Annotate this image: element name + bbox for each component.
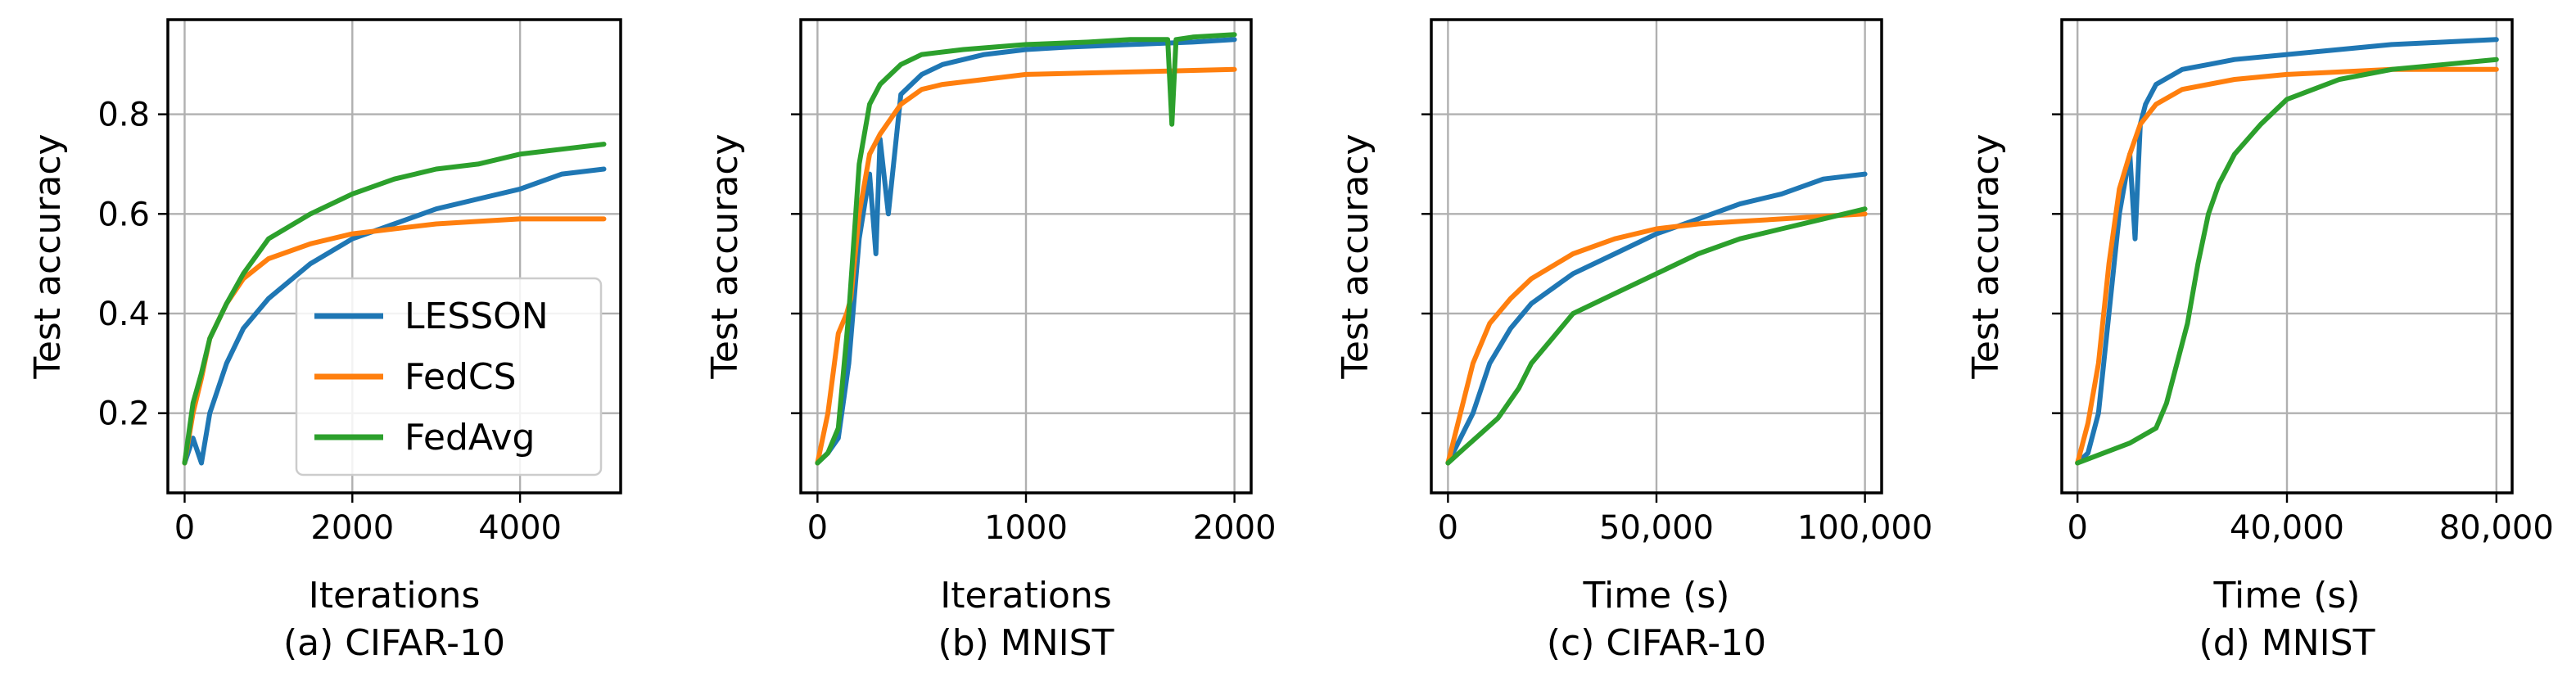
x-axis-label: Iterations xyxy=(309,575,481,616)
x-tick-label: 40,000 xyxy=(2230,509,2344,547)
x-axis-label: Time (s) xyxy=(1583,575,1730,616)
panel-caption: (b) MNIST xyxy=(938,622,1114,664)
y-tick-label: 0.6 xyxy=(97,196,150,233)
series-line-fedavg xyxy=(2075,56,2499,466)
x-tick-label: 100,000 xyxy=(1797,509,1932,547)
panel-1: 0 2000 4000 0.2 0.4 0.6 0.8 Iterations Test accu… xyxy=(27,18,622,664)
panel-caption: (a) CIFAR-10 xyxy=(283,622,505,664)
legend-frame xyxy=(295,277,603,476)
series-line-fedavg xyxy=(815,32,1237,466)
legend-label-fedcs: FedCS xyxy=(404,356,517,398)
x-axis-label: Time (s) xyxy=(2213,575,2361,616)
x-tick-label: 0 xyxy=(807,509,828,547)
panel-3: 0 50,000 100,000 Time (s) Test accuracy (c) C… xyxy=(1335,18,1932,664)
panel-caption: (d) MNIST xyxy=(2199,622,2375,664)
x-tick-label: 4000 xyxy=(478,509,562,547)
x-tick-label: 50,000 xyxy=(1599,509,1714,547)
series-line-lesson xyxy=(182,166,607,466)
series-line-fedavg xyxy=(182,142,607,466)
y-axis-label: Test accuracy xyxy=(1335,133,1376,379)
x-axis-label: Iterations xyxy=(940,575,1112,616)
y-tick-label: 0.2 xyxy=(97,395,150,433)
legend-label-lesson: LESSON xyxy=(404,296,549,337)
x-tick-label: 2000 xyxy=(1193,509,1277,547)
x-tick-label: 0 xyxy=(1438,509,1458,547)
panel-4: 0 40,000 80,000 Time (s) Test accuracy (d) MN… xyxy=(1965,18,2554,664)
series-line-fedavg xyxy=(1445,206,1868,466)
x-tick-label: 0 xyxy=(2067,509,2087,547)
series-line-fedcs xyxy=(815,66,1237,466)
y-axis-label: Test accuracy xyxy=(704,133,746,379)
y-tick-label: 0.4 xyxy=(97,296,150,333)
x-tick-label: 80,000 xyxy=(2439,509,2554,547)
panel-2: 0 1000 2000 Iterations Test accuracy (b) MNIS… xyxy=(704,18,1277,664)
x-tick-label: 0 xyxy=(174,509,195,547)
axes-frame xyxy=(166,18,622,495)
series-line-lesson xyxy=(1445,171,1868,466)
y-tick-label: 0.8 xyxy=(97,97,150,134)
legend-label-fedavg: FedAvg xyxy=(404,417,535,458)
x-tick-label: 2000 xyxy=(310,509,394,547)
y-axis-label: Test accuracy xyxy=(27,133,69,379)
series-line-fedcs xyxy=(1445,211,1868,466)
y-axis-label: Test accuracy xyxy=(1965,133,2007,379)
series-line-lesson xyxy=(2075,37,2499,466)
series-line-lesson xyxy=(815,37,1237,466)
x-tick-label: 1000 xyxy=(984,509,1068,547)
legend: LESSON FedCS FedAvg xyxy=(295,277,603,476)
panel-caption: (c) CIFAR-10 xyxy=(1547,622,1766,664)
